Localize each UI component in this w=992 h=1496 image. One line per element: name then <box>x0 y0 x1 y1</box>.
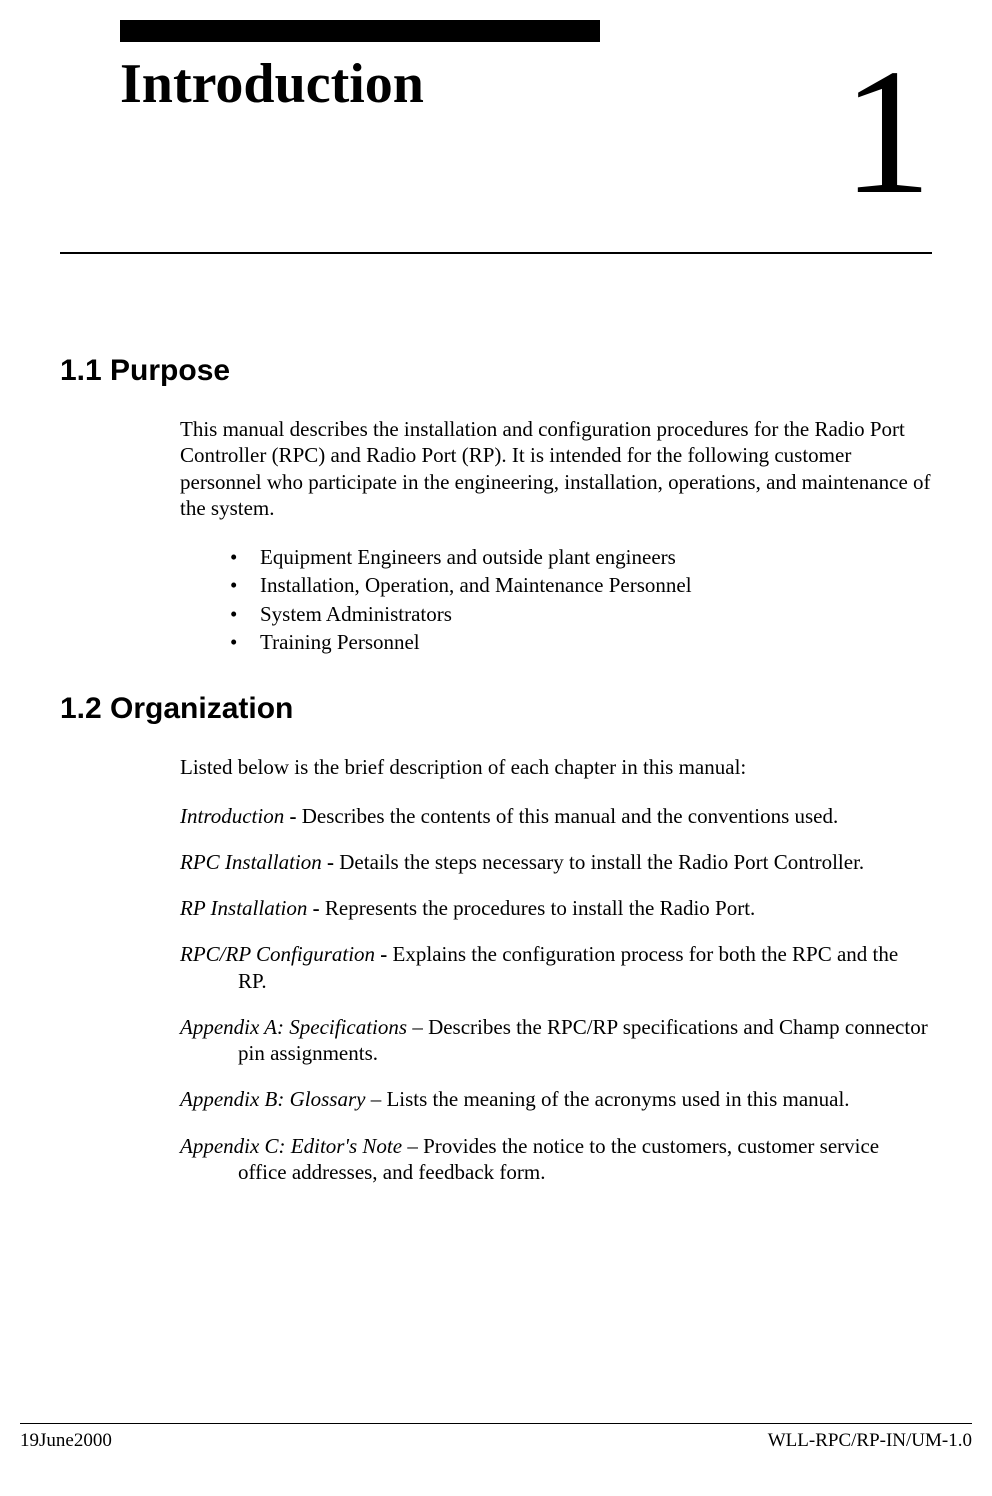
chapter-desc-separator: - <box>322 850 340 874</box>
page: Introduction 1 1.1 Purpose This manual d… <box>0 0 992 1185</box>
organization-items: Introduction - Describes the contents of… <box>60 803 932 1186</box>
list-item: Training Personnel <box>230 628 932 656</box>
chapter-desc-text: Lists the meaning of the acronyms used i… <box>386 1087 849 1111</box>
section-heading-purpose: 1.1 Purpose <box>60 354 932 388</box>
chapter-desc-item: RPC/RP Configuration - Explains the conf… <box>180 941 932 994</box>
footer-row: 19June2000 WLL-RPC/RP-IN/UM-1.0 <box>20 1430 972 1452</box>
list-item: System Administrators <box>230 600 932 628</box>
chapter-desc-separator: – <box>407 1015 428 1039</box>
chapter-desc-title: Appendix B: Glossary <box>180 1087 365 1111</box>
chapter-number: 1 <box>842 42 932 222</box>
header-black-bar <box>120 20 600 42</box>
section-heading-organization: 1.2 Organization <box>60 692 932 726</box>
chapter-desc-item: Appendix B: Glossary – Lists the meaning… <box>180 1086 932 1112</box>
chapter-title: Introduction <box>120 52 932 116</box>
chapter-desc-item: Appendix C: Editor's Note – Provides the… <box>180 1133 932 1186</box>
chapter-desc-title: Introduction <box>180 804 284 828</box>
header-rule <box>60 252 932 254</box>
footer-docid: WLL-RPC/RP-IN/UM-1.0 <box>768 1430 972 1452</box>
chapter-desc-title: RP Installation <box>180 896 307 920</box>
chapter-desc-separator: - <box>375 942 393 966</box>
chapter-desc-title: Appendix C: Editor's Note <box>180 1134 402 1158</box>
chapter-desc-title: RPC Installation <box>180 850 322 874</box>
footer-date: 19June2000 <box>20 1430 112 1452</box>
chapter-desc-item: Appendix A: Specifications – Describes t… <box>180 1014 932 1067</box>
purpose-bullet-list: Equipment Engineers and outside plant en… <box>230 543 932 656</box>
chapter-desc-item: RP Installation - Represents the procedu… <box>180 895 932 921</box>
list-item: Installation, Operation, and Maintenance… <box>230 571 932 599</box>
chapter-desc-separator: - <box>284 804 302 828</box>
chapter-desc-separator: – <box>402 1134 423 1158</box>
organization-intro: Listed below is the brief description of… <box>180 754 932 780</box>
footer-rule <box>20 1423 972 1424</box>
chapter-desc-title: RPC/RP Configuration <box>180 942 375 966</box>
chapter-desc-text: Details the steps necessary to install t… <box>339 850 864 874</box>
chapter-desc-title: Appendix A: Specifications <box>180 1015 407 1039</box>
chapter-desc-text: Describes the contents of this manual an… <box>302 804 839 828</box>
chapter-header: Introduction 1 <box>120 52 932 252</box>
page-footer: 19June2000 WLL-RPC/RP-IN/UM-1.0 <box>20 1423 972 1452</box>
purpose-intro: This manual describes the installation a… <box>180 416 932 521</box>
chapter-desc-item: RPC Installation - Details the steps nec… <box>180 849 932 875</box>
chapter-desc-text: Represents the procedures to install the… <box>325 896 755 920</box>
chapter-desc-item: Introduction - Describes the contents of… <box>180 803 932 829</box>
chapter-desc-separator: – <box>365 1087 386 1111</box>
list-item: Equipment Engineers and outside plant en… <box>230 543 932 571</box>
content: 1.1 Purpose This manual describes the in… <box>60 354 932 1185</box>
chapter-desc-separator: - <box>307 896 325 920</box>
